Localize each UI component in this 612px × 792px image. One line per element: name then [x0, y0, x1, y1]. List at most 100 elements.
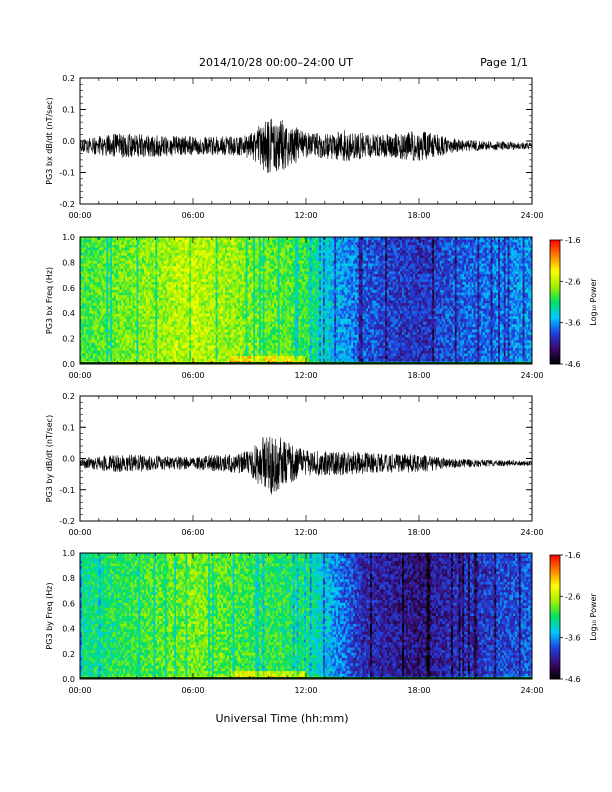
- spectrogram-cell: [147, 289, 150, 293]
- spectrogram-cell: [112, 324, 115, 328]
- spectrogram-cell: [251, 242, 254, 246]
- spectrogram-cell: [151, 313, 154, 317]
- spectrogram-cell: [240, 271, 243, 275]
- spectrogram-cell: [83, 250, 86, 254]
- spectrogram-cell: [238, 337, 241, 341]
- spectrogram-cell: [117, 319, 120, 322]
- spectrogram-cell: [230, 276, 233, 280]
- spectrogram-cell: [142, 350, 145, 354]
- spectrogram-cell: [89, 300, 92, 304]
- spectrogram-cell: [225, 247, 228, 251]
- spectrogram-cell: [176, 260, 179, 264]
- spectrogram-cell: [127, 313, 130, 317]
- spectrogram-cell: [128, 342, 132, 346]
- spectrogram-cell: [130, 348, 134, 352]
- spectrogram-cell: [89, 358, 92, 362]
- spectrogram-cell: [112, 297, 115, 301]
- spectrogram-cell: [134, 239, 137, 243]
- spectrogram-cell: [206, 271, 209, 275]
- spectrogram-cell: [257, 303, 260, 307]
- spectrogram-cell: [170, 244, 173, 248]
- spectrogram-cell: [183, 289, 186, 293]
- spectrogram-cell: [268, 260, 271, 264]
- spectrogram-cell: [249, 242, 252, 246]
- spectrogram-cell: [145, 326, 149, 330]
- spectrogram-cell: [266, 353, 269, 357]
- spectrogram-cell: [241, 281, 245, 285]
- spectrogram-cell: [217, 247, 220, 251]
- spectrogram-cell: [130, 237, 134, 240]
- spectrogram-cell: [262, 252, 265, 256]
- spectrogram-cell: [162, 334, 166, 338]
- spectrogram-cell: [202, 353, 205, 357]
- spectrogram-cell: [102, 311, 105, 315]
- spectrogram-cell: [198, 340, 201, 344]
- spectrogram-cell: [253, 281, 256, 285]
- spectrogram-cell: [243, 271, 247, 275]
- spectrogram-cell: [104, 274, 107, 277]
- spectrogram-cell: [183, 321, 186, 325]
- spectrogram-cell: [240, 332, 243, 336]
- spectrogram-cell: [81, 287, 85, 291]
- spectrogram-cell: [132, 334, 135, 338]
- spectrogram-cell: [260, 292, 263, 296]
- spectrogram-cell: [80, 252, 83, 256]
- spectrogram-cell: [108, 326, 111, 330]
- spectrogram-cell: [247, 305, 250, 309]
- spectrogram-cell: [183, 358, 186, 362]
- spectrogram-cell: [183, 284, 186, 288]
- spectrogram-cell: [208, 311, 211, 315]
- spectrogram-cell: [196, 247, 199, 251]
- spectrogram-cell: [251, 237, 254, 240]
- spectrogram-cell: [121, 242, 124, 246]
- spectrogram-cell: [262, 260, 265, 264]
- spectrogram-cell: [119, 255, 122, 259]
- spectrogram-cell: [85, 289, 88, 293]
- spectrogram-cell: [115, 260, 118, 264]
- spectrogram-cell: [147, 237, 150, 240]
- spectrogram-cell: [162, 244, 166, 248]
- spectrogram-cell: [251, 353, 254, 357]
- spectrogram-cell: [145, 255, 149, 259]
- spectrogram-cell: [138, 358, 141, 362]
- spectrogram-cell: [125, 242, 128, 246]
- spectrogram-cell: [238, 244, 241, 248]
- spectrogram-cell: [170, 242, 173, 246]
- spectrogram-cell: [264, 340, 267, 344]
- spectrogram-cell: [164, 266, 167, 270]
- spectrogram-cell: [96, 284, 100, 288]
- spectrogram-cell: [130, 303, 134, 307]
- spectrogram-cell: [136, 332, 139, 336]
- spectrogram-cell: [134, 337, 137, 341]
- spectrogram-cell: [238, 305, 241, 309]
- spectrogram-cell: [112, 348, 115, 352]
- spectrogram-cell: [128, 332, 132, 336]
- spectrogram-cell: [221, 287, 224, 291]
- spectrogram-cell: [257, 297, 260, 301]
- spectrogram-cell: [115, 297, 118, 301]
- spectrogram-cell: [125, 271, 128, 275]
- spectrogram-cell: [241, 321, 245, 325]
- spectrogram-cell: [266, 255, 269, 259]
- spectrogram-cell: [106, 252, 109, 256]
- spectrogram-cell: [191, 350, 194, 354]
- spectrogram-cell: [200, 274, 203, 277]
- spectrogram-cell: [149, 252, 152, 256]
- spectrogram-cell: [200, 258, 203, 262]
- spectrogram-cell: [110, 300, 113, 304]
- spectrogram-cell: [108, 340, 111, 344]
- spectrogram-cell: [145, 237, 149, 240]
- spectrogram-cell: [174, 311, 177, 315]
- spectrogram-cell: [213, 242, 216, 246]
- spectrogram-cell: [112, 271, 115, 275]
- spectrogram-cell: [187, 266, 190, 270]
- spectrogram-cell: [123, 289, 126, 293]
- spectrogram-cell: [228, 242, 231, 246]
- spectrogram-cell: [206, 268, 209, 272]
- spectrogram-cell: [98, 342, 102, 346]
- spectrogram-cell: [140, 281, 143, 285]
- spectrogram-cell: [221, 345, 224, 349]
- spectrogram-cell: [217, 284, 220, 288]
- spectrogram-cell: [95, 308, 98, 312]
- spectrogram-cell: [91, 244, 94, 248]
